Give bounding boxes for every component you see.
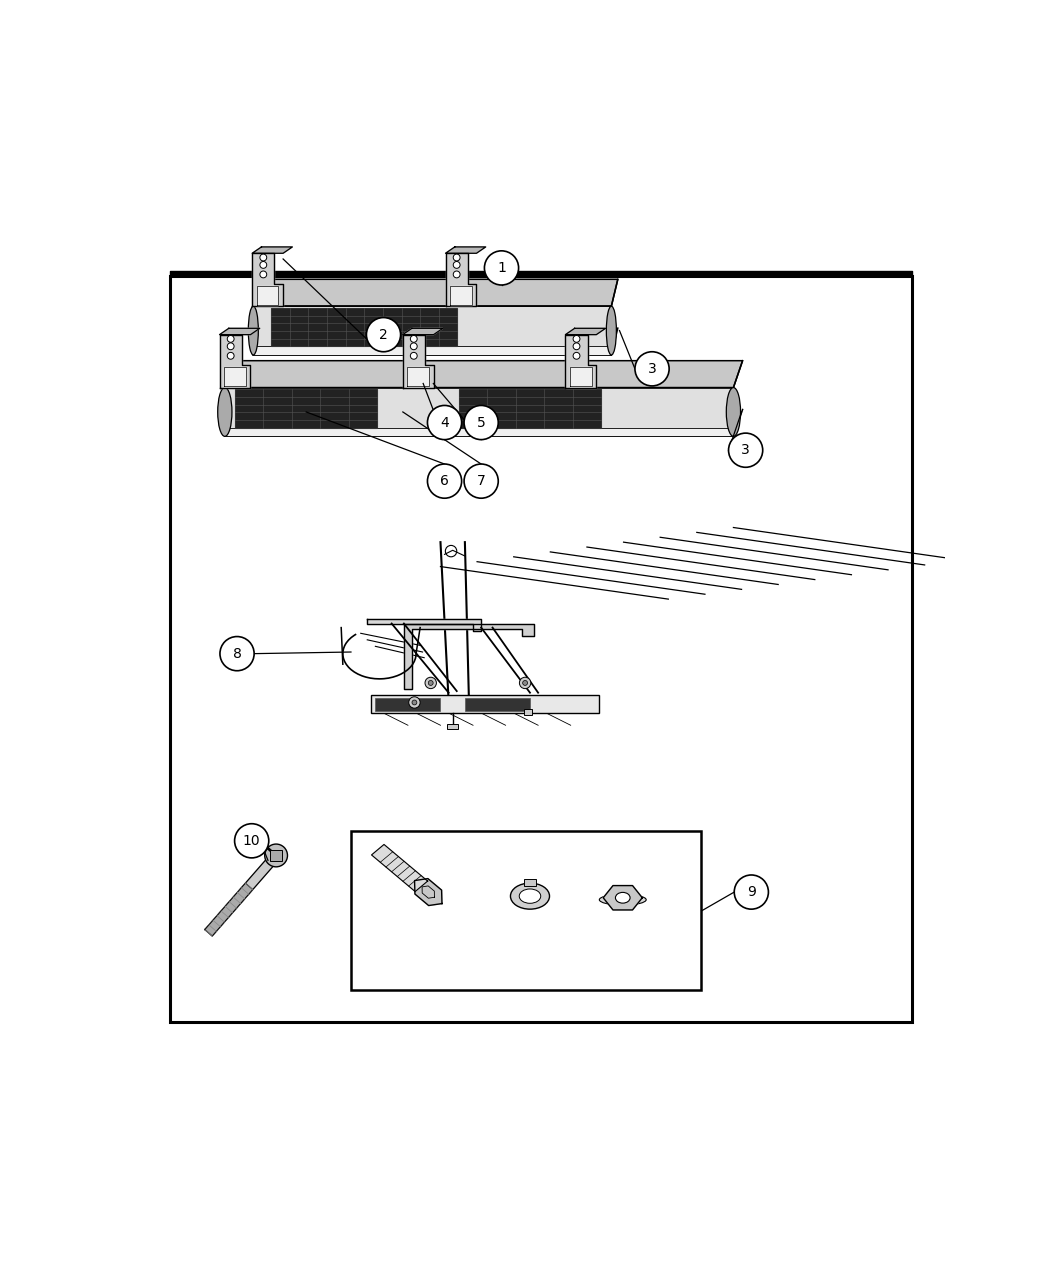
Circle shape <box>520 677 531 689</box>
Bar <box>253 347 611 354</box>
Polygon shape <box>372 844 427 891</box>
Polygon shape <box>205 884 253 936</box>
Circle shape <box>227 335 234 342</box>
Circle shape <box>412 700 417 705</box>
Circle shape <box>411 352 417 360</box>
Bar <box>225 427 733 436</box>
Polygon shape <box>252 254 284 306</box>
Circle shape <box>729 434 762 468</box>
Circle shape <box>260 261 267 268</box>
Ellipse shape <box>600 894 646 905</box>
Polygon shape <box>570 367 591 386</box>
Circle shape <box>734 875 769 909</box>
Text: 7: 7 <box>477 474 485 488</box>
Circle shape <box>484 251 519 286</box>
Bar <box>524 709 532 715</box>
Circle shape <box>573 352 580 360</box>
Circle shape <box>427 405 462 440</box>
Bar <box>372 695 600 713</box>
Text: 5: 5 <box>477 416 485 430</box>
Text: 8: 8 <box>233 646 242 660</box>
Circle shape <box>573 343 580 349</box>
Bar <box>271 849 281 861</box>
Bar <box>271 309 458 347</box>
Polygon shape <box>257 286 278 305</box>
Polygon shape <box>368 620 481 631</box>
Circle shape <box>408 696 420 708</box>
Text: 3: 3 <box>648 362 656 376</box>
Ellipse shape <box>615 892 630 903</box>
Bar <box>253 306 611 354</box>
Circle shape <box>464 464 499 499</box>
Circle shape <box>234 824 269 858</box>
Polygon shape <box>415 878 442 905</box>
Bar <box>235 389 377 427</box>
Circle shape <box>454 254 460 261</box>
Circle shape <box>523 681 527 686</box>
Polygon shape <box>565 334 596 388</box>
Circle shape <box>254 835 268 849</box>
Circle shape <box>454 261 460 268</box>
Circle shape <box>428 681 434 686</box>
Circle shape <box>265 844 288 867</box>
Polygon shape <box>450 286 471 305</box>
Polygon shape <box>445 254 477 306</box>
Bar <box>376 697 441 710</box>
Polygon shape <box>225 367 246 386</box>
Polygon shape <box>407 367 428 386</box>
Text: 2: 2 <box>379 328 387 342</box>
Circle shape <box>227 343 234 349</box>
Circle shape <box>427 464 462 499</box>
Polygon shape <box>565 328 606 334</box>
Text: 6: 6 <box>440 474 449 488</box>
Polygon shape <box>402 328 443 334</box>
Polygon shape <box>225 361 742 388</box>
Polygon shape <box>252 247 292 254</box>
Polygon shape <box>402 334 434 388</box>
Polygon shape <box>404 623 534 690</box>
Ellipse shape <box>248 306 258 354</box>
Polygon shape <box>253 279 617 306</box>
Polygon shape <box>603 886 643 910</box>
Text: 9: 9 <box>747 885 756 899</box>
Circle shape <box>464 405 499 440</box>
Bar <box>225 388 733 436</box>
Bar <box>447 724 459 728</box>
Circle shape <box>260 254 267 261</box>
Circle shape <box>366 317 401 352</box>
Circle shape <box>227 352 234 360</box>
Polygon shape <box>445 247 486 254</box>
Bar <box>465 697 530 710</box>
Circle shape <box>411 343 417 349</box>
Ellipse shape <box>606 306 616 354</box>
Bar <box>459 389 602 427</box>
Circle shape <box>260 272 267 278</box>
Polygon shape <box>219 328 259 334</box>
Ellipse shape <box>520 889 541 903</box>
Text: 10: 10 <box>243 834 260 848</box>
Circle shape <box>573 335 580 342</box>
Circle shape <box>635 352 669 386</box>
Bar <box>524 880 536 886</box>
Ellipse shape <box>510 884 549 909</box>
Ellipse shape <box>727 388 740 436</box>
Text: 4: 4 <box>440 416 449 430</box>
Circle shape <box>411 335 417 342</box>
Circle shape <box>219 636 254 671</box>
Circle shape <box>425 677 437 689</box>
Ellipse shape <box>217 388 232 436</box>
Bar <box>351 831 701 989</box>
Text: 1: 1 <box>497 261 506 275</box>
Polygon shape <box>219 334 251 388</box>
Circle shape <box>454 272 460 278</box>
Text: 3: 3 <box>741 444 750 458</box>
Polygon shape <box>205 852 279 936</box>
